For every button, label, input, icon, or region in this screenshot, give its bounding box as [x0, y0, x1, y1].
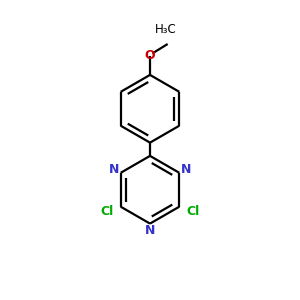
Text: H₃C: H₃C	[155, 23, 177, 36]
Text: Cl: Cl	[100, 205, 113, 218]
Text: N: N	[145, 224, 155, 238]
Text: O: O	[145, 49, 155, 62]
Text: N: N	[109, 163, 119, 176]
Text: N: N	[181, 163, 191, 176]
Text: Cl: Cl	[187, 205, 200, 218]
